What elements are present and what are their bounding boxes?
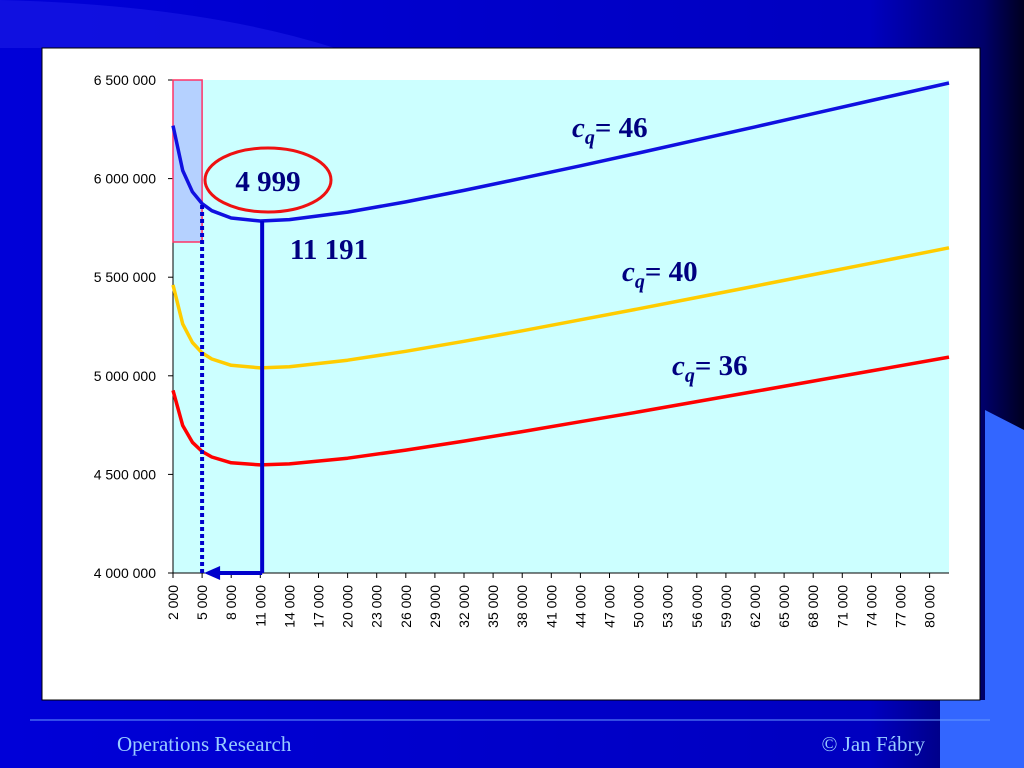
annotation-ellipse [203, 146, 333, 214]
x-tick-label: 26 000 [398, 585, 414, 628]
x-tick-label: 11 000 [252, 585, 268, 627]
x-tick-label: 2 000 [165, 585, 181, 620]
x-tick-label: 80 000 [922, 585, 938, 628]
x-tick-label: 35 000 [485, 585, 501, 628]
x-tick-label: 8 000 [223, 585, 239, 620]
decor-shape [940, 410, 1024, 768]
plot-area [173, 80, 949, 573]
series-line [171, 81, 950, 223]
annotation-label: 4 999 [235, 166, 300, 198]
y-tick-label: 5 500 000 [94, 269, 156, 285]
label-value: = 46 [595, 112, 648, 144]
label-symbol: c [572, 112, 585, 144]
y-tick-label: 5 000 000 [94, 368, 156, 384]
x-tick-label: 53 000 [660, 585, 676, 628]
x-tick-label: 14 000 [281, 585, 297, 628]
footer-left: Operations Research [117, 732, 292, 756]
x-tick-label: 17 000 [311, 585, 327, 628]
decor-arc [0, 0, 335, 48]
label-value: = 36 [695, 350, 748, 382]
label-value: = 40 [645, 256, 698, 288]
label-subscript: q [635, 271, 645, 293]
highlight-box [172, 79, 203, 243]
x-tick-label: 38 000 [514, 585, 530, 628]
series-label: cq= 46 [572, 112, 648, 149]
x-tick-label: 74 000 [863, 585, 879, 628]
x-tick-label: 32 000 [456, 585, 472, 628]
x-tick-label: 20 000 [340, 585, 356, 628]
x-tick-label: 50 000 [631, 585, 647, 628]
y-tick-label: 6 500 000 [94, 72, 156, 88]
x-tick-label: 71 000 [834, 585, 850, 628]
x-tick-label: 47 000 [602, 585, 618, 628]
y-tick-label: 4 500 000 [94, 466, 156, 482]
label-subscript: q [685, 365, 695, 387]
label-subscript: q [585, 127, 595, 149]
arrow-head [204, 566, 221, 580]
annotation-label: 11 191 [290, 234, 368, 266]
footer-right: © Jan Fábry [822, 732, 926, 756]
chart: 4 000 000 4 500 000 5 000 000 5 500 000 6 00… [94, 72, 950, 628]
x-tick-label: 56 000 [689, 585, 705, 628]
x-tick-label: 41 000 [543, 585, 559, 628]
y-tick-label: 4 000 000 [94, 565, 156, 581]
label-symbol: c [672, 350, 685, 382]
y-tick-label: 6 000 000 [94, 171, 156, 187]
x-tick-label: 59 000 [718, 585, 734, 628]
x-tick-label: 68 000 [805, 585, 821, 628]
x-tick-label: 5 000 [194, 585, 210, 620]
series-label: cq= 40 [622, 256, 698, 293]
label-symbol: c [622, 256, 635, 288]
x-tick-label: 23 000 [369, 585, 385, 628]
x-tick-label: 44 000 [572, 585, 588, 628]
series-label: cq= 36 [672, 350, 748, 387]
x-tick-label: 77 000 [893, 585, 909, 628]
x-tick-label: 62 000 [747, 585, 763, 628]
x-tick-label: 65 000 [776, 585, 792, 628]
x-tick-label: 29 000 [427, 585, 443, 628]
